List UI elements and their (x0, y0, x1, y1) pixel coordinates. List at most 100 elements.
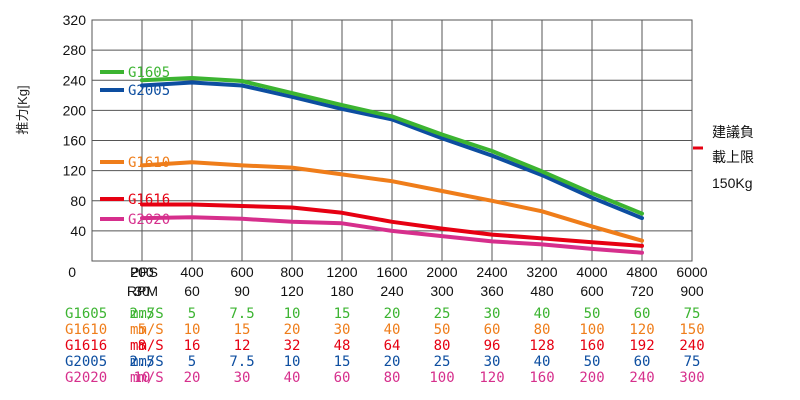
speed-cell: 50 (434, 322, 451, 338)
speed-cell: 5 (188, 354, 196, 370)
rpm-tick-label: 480 (530, 283, 554, 299)
speed-cell: 10 (284, 306, 301, 322)
speed-cell: 64 (384, 338, 401, 354)
speed-cell: 240 (679, 338, 704, 354)
speed-cell: 10 (184, 322, 201, 338)
grid (91, 19, 693, 262)
speed-cell: 32 (284, 338, 301, 354)
labels: 推力[Kg] PPS RPM 建議負 載上限 150Kg 04080120160… (15, 12, 754, 386)
series-line-g1610 (140, 160, 644, 243)
speed-cell: 240 (629, 370, 654, 386)
rpm-tick-label: 720 (630, 283, 654, 299)
speed-cell: 15 (334, 306, 351, 322)
pps-tick-label: 200 (130, 264, 154, 280)
legend-label-g1610: G1610 (128, 155, 170, 171)
pps-tick-label: 600 (230, 264, 254, 280)
speed-cell: 15 (334, 354, 351, 370)
speed-cell: 7.5 (229, 306, 254, 322)
y-tick-label: 320 (63, 12, 87, 28)
speed-cell: 20 (184, 370, 201, 386)
speed-cell: 5 (188, 306, 196, 322)
speed-cell: 5 (138, 322, 146, 338)
speed-cell: 25 (434, 306, 451, 322)
speed-cell: 200 (579, 370, 604, 386)
y-tick-label: 80 (70, 193, 86, 209)
speed-row-unit: mm/S (130, 306, 164, 322)
y-tick-label: 200 (63, 102, 87, 118)
speed-cell: 80 (534, 322, 551, 338)
y-tick-label: 0 (68, 264, 76, 280)
speed-cell: 50 (584, 306, 601, 322)
speed-cell: 40 (284, 370, 301, 386)
speed-cell: 80 (434, 338, 451, 354)
rpm-tick-label: 300 (430, 283, 454, 299)
speed-cell: 16 (184, 338, 201, 354)
speed-cell: 8 (138, 338, 146, 354)
speed-row-name: G1605 (65, 306, 107, 322)
pps-tick-label: 800 (280, 264, 304, 280)
speed-cell: 10 (134, 370, 151, 386)
y-tick-label: 40 (70, 223, 86, 239)
rpm-tick-label: 240 (380, 283, 404, 299)
speed-cell: 100 (579, 322, 604, 338)
speed-cell: 75 (684, 306, 701, 322)
speed-cell: 80 (384, 370, 401, 386)
speed-row-name: G1610 (65, 322, 107, 338)
speed-row-unit: mm/S (130, 338, 164, 354)
legend-label-g2005: G2005 (128, 83, 170, 99)
speed-cell: 96 (484, 338, 501, 354)
speed-cell: 40 (534, 306, 551, 322)
series-line-g1616 (140, 202, 644, 248)
speed-cell: 30 (234, 370, 251, 386)
rpm-tick-label: 180 (330, 283, 354, 299)
series-line-g2005 (140, 80, 644, 221)
y-tick-label: 280 (63, 42, 87, 58)
speed-cell: 20 (384, 354, 401, 370)
speed-cell: 7.5 (229, 354, 254, 370)
y-tick-label: 160 (63, 133, 87, 149)
series-line-g1605 (140, 76, 644, 216)
rpm-row-label: RPM (127, 283, 158, 299)
speed-cell: 12 (234, 338, 251, 354)
y-axis-label: 推力[Kg] (15, 85, 30, 134)
limit-annotation-line1: 建議負 (712, 124, 754, 140)
speed-cell: 300 (679, 370, 704, 386)
pps-tick-label: 3200 (526, 264, 557, 280)
rpm-tick-label: 30 (134, 283, 150, 299)
speed-cell: 10 (284, 354, 301, 370)
speed-cell: 60 (634, 306, 651, 322)
speed-row-unit: mm/S (130, 370, 164, 386)
speed-cell: 40 (534, 354, 551, 370)
speed-cell: 100 (429, 370, 454, 386)
speed-row-unit: mm/S (130, 354, 164, 370)
legend-label-g1605: G1605 (128, 65, 170, 81)
speed-cell: 40 (384, 322, 401, 338)
rpm-tick-label: 600 (580, 283, 604, 299)
speed-cell: 60 (484, 322, 501, 338)
pps-tick-label: 6000 (676, 264, 707, 280)
pps-tick-label: 4800 (626, 264, 657, 280)
speed-cell: 50 (584, 354, 601, 370)
speed-cell: 30 (334, 322, 351, 338)
series-lines (100, 70, 703, 255)
rpm-tick-label: 120 (280, 283, 304, 299)
speed-cell: 120 (479, 370, 504, 386)
speed-cell: 15 (234, 322, 251, 338)
pps-row-label: PPS (130, 264, 158, 280)
speed-row-name: G1616 (65, 338, 107, 354)
rpm-tick-label: 360 (480, 283, 504, 299)
speed-cell: 2.5 (129, 354, 154, 370)
pps-tick-label: 400 (180, 264, 204, 280)
pps-tick-label: 4000 (576, 264, 607, 280)
series-line-g2020 (140, 215, 644, 255)
speed-cell: 2.5 (129, 306, 154, 322)
speed-row-unit: mm/S (130, 322, 164, 338)
speed-cell: 20 (384, 306, 401, 322)
speed-cell: 30 (484, 354, 501, 370)
rpm-tick-label: 90 (234, 283, 250, 299)
speed-cell: 128 (529, 338, 554, 354)
speed-cell: 120 (629, 322, 654, 338)
y-tick-label: 240 (63, 72, 87, 88)
speed-cell: 75 (684, 354, 701, 370)
speed-cell: 20 (284, 322, 301, 338)
